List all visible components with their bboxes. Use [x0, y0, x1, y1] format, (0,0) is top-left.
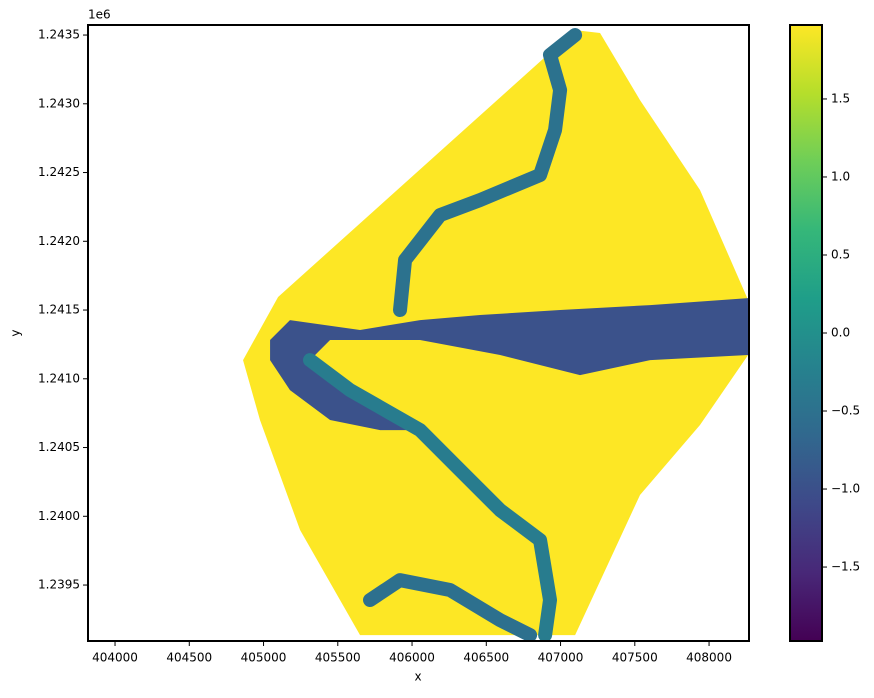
colorbar-tick-label: 1.0 — [831, 169, 850, 183]
x-tick-label: 407000 — [538, 651, 584, 665]
raster-channel — [303, 353, 558, 641]
colorbar — [789, 24, 823, 642]
y-tick-label: 1.2420 — [38, 234, 80, 248]
y-tick-label: 1.2395 — [38, 578, 80, 592]
plot-frame — [87, 24, 750, 642]
y-offset-text: 1e6 — [88, 8, 111, 22]
colorbar-tick-label: 1.5 — [831, 91, 850, 105]
colorbar-tick-label: 0.5 — [831, 247, 850, 261]
y-tick-label: 1.2430 — [38, 96, 80, 110]
x-tick-label: 407500 — [612, 651, 658, 665]
x-tick-label: 406000 — [389, 651, 435, 665]
y-tick-label: 1.2425 — [38, 165, 80, 179]
colorbar-tick-label: −1.0 — [831, 482, 860, 496]
raster-channel — [393, 28, 583, 318]
y-tick-label: 1.2400 — [38, 509, 80, 523]
x-tick-label: 404000 — [92, 651, 138, 665]
x-tick-label: 404500 — [166, 651, 212, 665]
colorbar-tick-label: −0.5 — [831, 404, 860, 418]
raster-region — [270, 298, 749, 431]
y-axis-label: y — [9, 329, 23, 336]
x-tick-label: 408000 — [686, 651, 732, 665]
y-tick-label: 1.2410 — [38, 371, 80, 385]
colorbar-tick-label: 0.0 — [831, 326, 850, 340]
x-tick-label: 406500 — [463, 651, 509, 665]
y-tick-label: 1.2435 — [38, 28, 80, 42]
x-axis-label: x — [414, 670, 421, 684]
x-tick-label: 405000 — [241, 651, 287, 665]
raster-channel — [363, 573, 538, 641]
raster — [243, 28, 749, 641]
y-tick-label: 1.2415 — [38, 303, 80, 317]
x-tick-label: 405500 — [315, 651, 361, 665]
colorbar-tick-label: −1.5 — [831, 560, 860, 574]
y-tick-label: 1.2405 — [38, 440, 80, 454]
